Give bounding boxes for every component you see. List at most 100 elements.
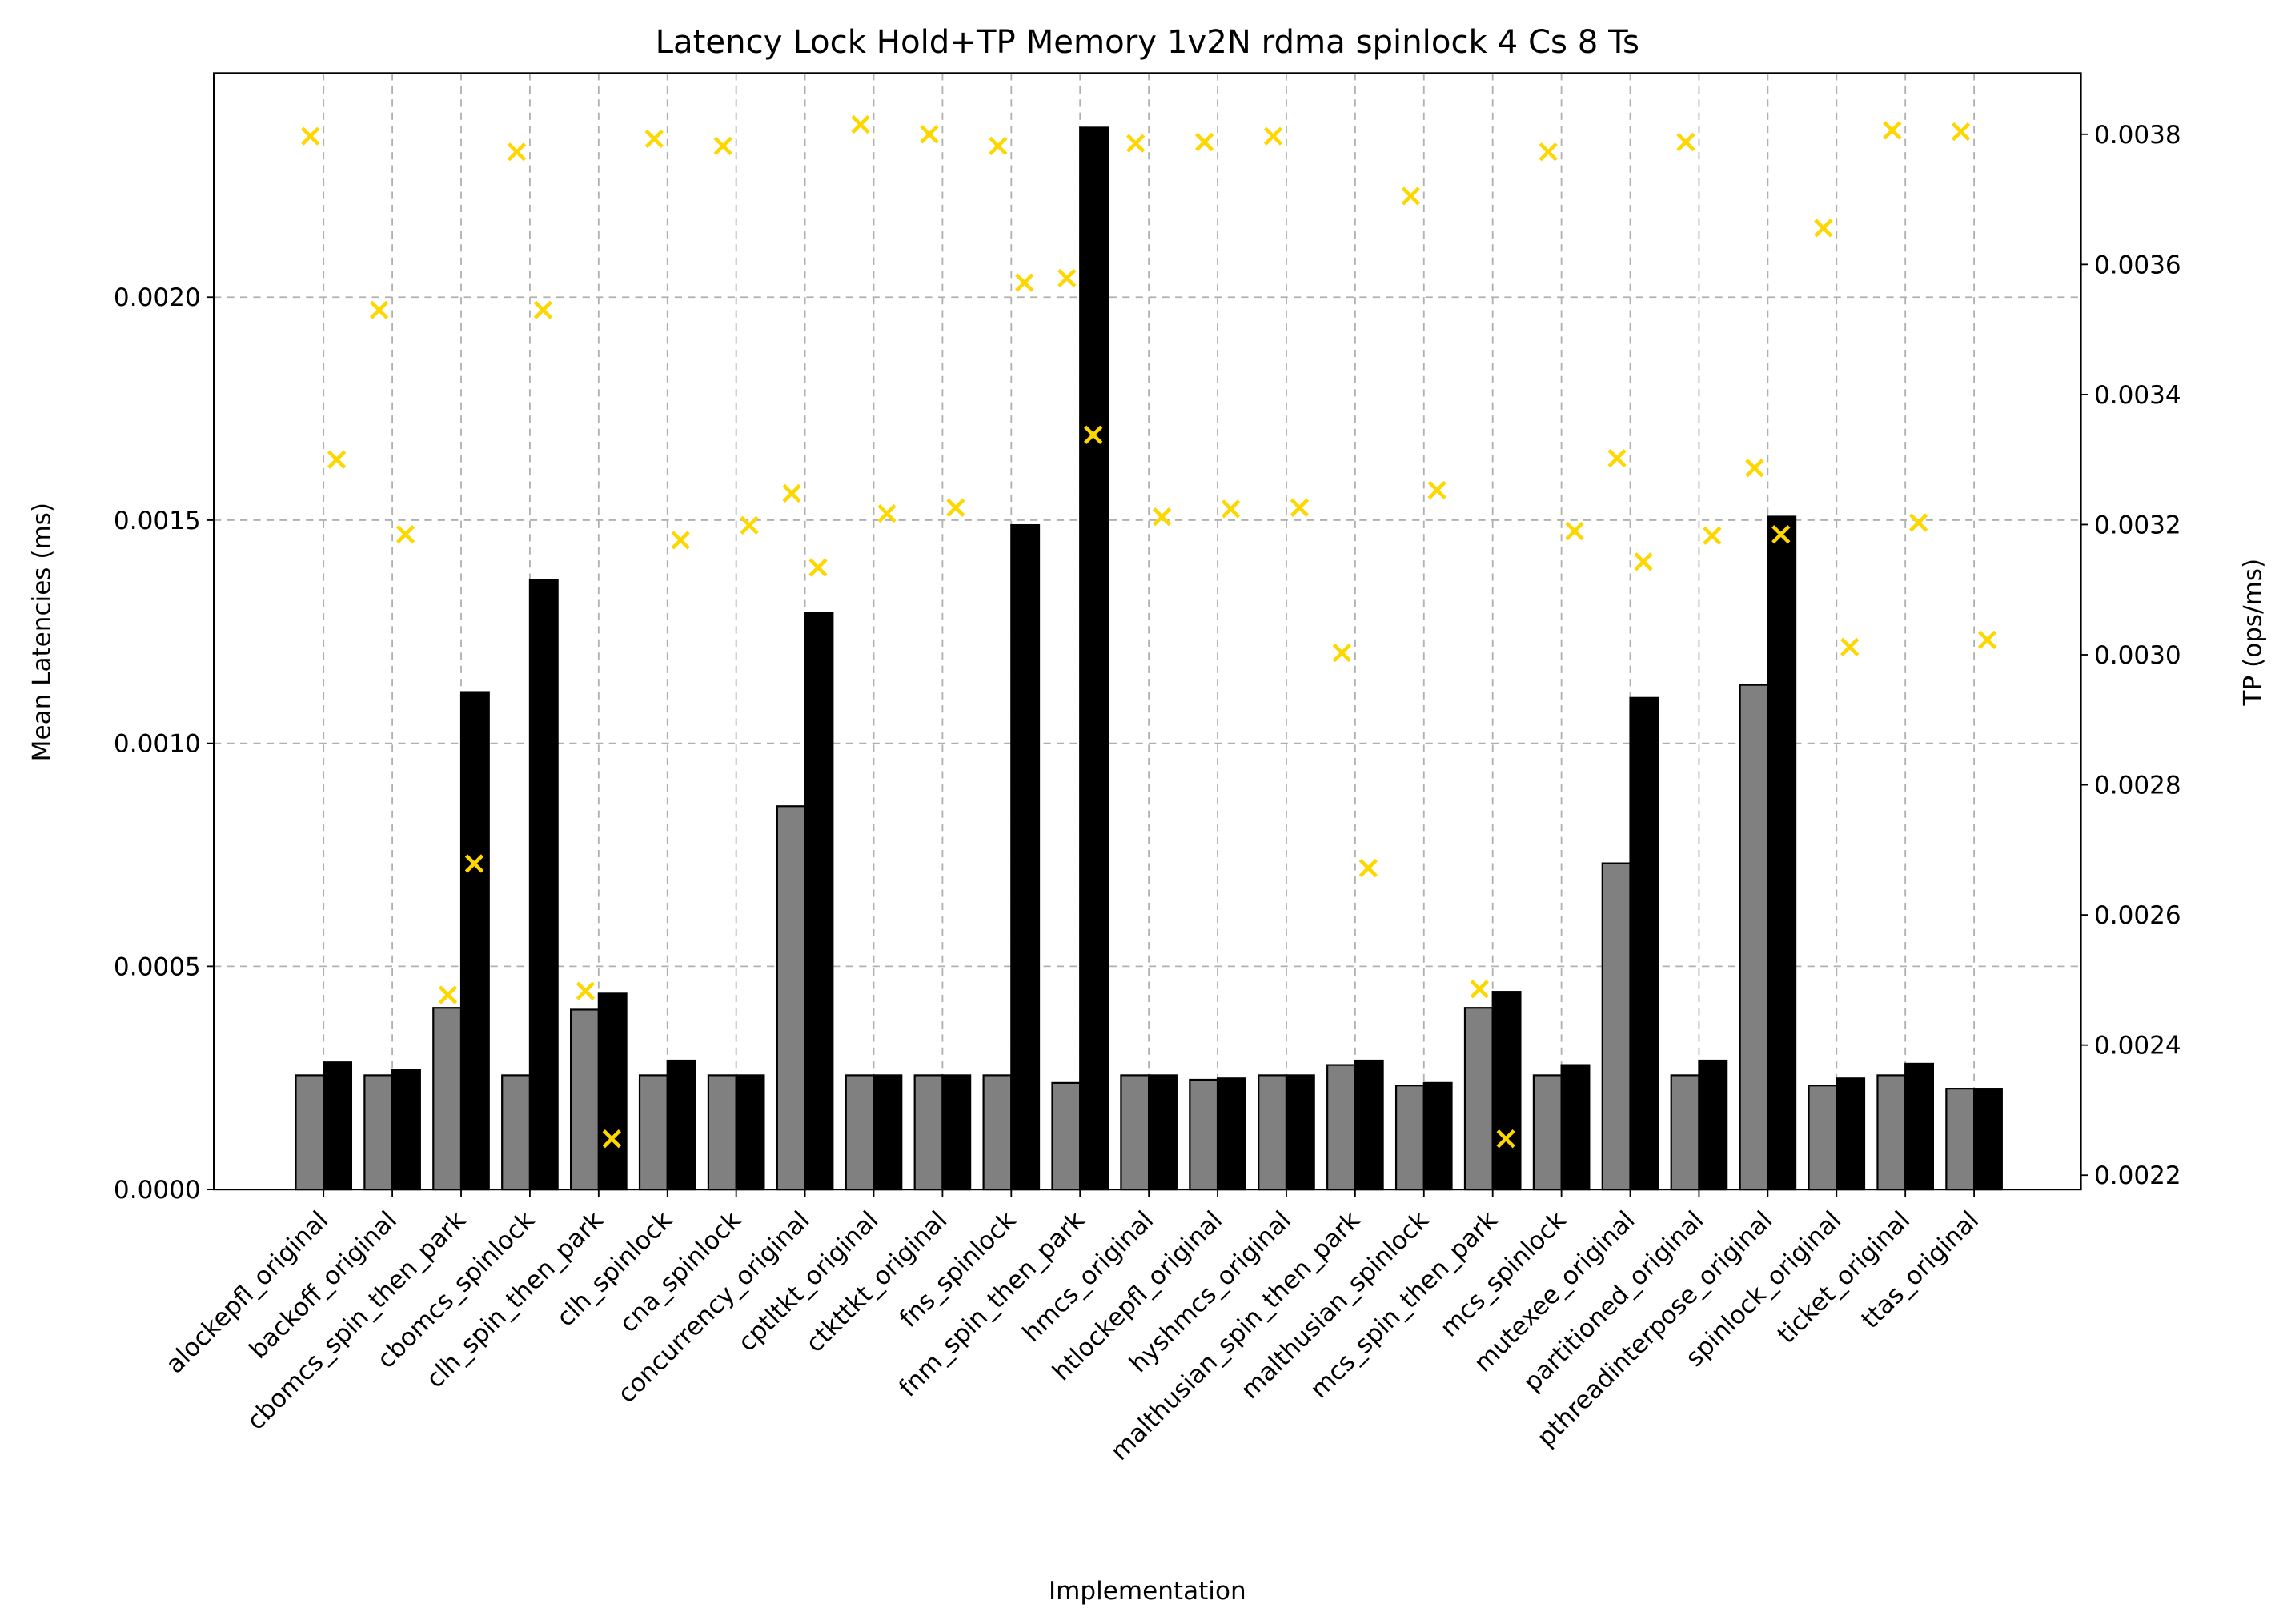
x-axis-label: Implementation — [1049, 1577, 1246, 1606]
bar — [1326, 1064, 1356, 1191]
scatter-point — [877, 503, 897, 523]
y-tick-label: 0.0005 — [114, 952, 201, 981]
scatter-point — [507, 142, 527, 162]
bar — [1739, 684, 1769, 1191]
scatter-point — [644, 129, 664, 149]
bar — [1945, 1088, 1976, 1191]
scatter-point — [1427, 480, 1446, 500]
scatter-point — [1676, 132, 1695, 152]
scatter-point — [1332, 643, 1352, 663]
bar — [1394, 1085, 1425, 1191]
scatter-point — [989, 136, 1008, 156]
bar — [1148, 1074, 1178, 1191]
bar — [1670, 1074, 1700, 1191]
bar — [1532, 1074, 1563, 1191]
bar — [1698, 1059, 1728, 1191]
scatter-point — [1015, 273, 1034, 292]
bar — [941, 1074, 972, 1191]
bar — [459, 691, 490, 1191]
bar — [638, 1074, 668, 1191]
y2-tick-label: 0.0032 — [2094, 511, 2181, 539]
bar — [804, 612, 834, 1191]
bar — [1972, 1088, 2003, 1191]
scatter-point — [395, 524, 415, 544]
bar — [391, 1069, 421, 1191]
y-tick-label: 0.0000 — [114, 1176, 201, 1205]
bar — [1079, 126, 1109, 1191]
scatter-point — [1745, 459, 1764, 478]
scatter-point — [1126, 134, 1146, 153]
scatter-point — [576, 981, 596, 1000]
scatter-point — [1401, 186, 1421, 206]
bar — [1601, 862, 1631, 1191]
scatter-point — [1496, 1129, 1515, 1149]
scatter-point — [438, 985, 458, 1004]
scatter-point — [1470, 980, 1489, 999]
bar — [1767, 515, 1797, 1191]
bar — [295, 1074, 325, 1191]
scatter-point — [1057, 268, 1077, 288]
scatter-point — [1883, 121, 1902, 140]
scatter-point — [1703, 526, 1722, 545]
scatter-point — [1221, 499, 1241, 519]
scatter-point — [1814, 219, 1833, 238]
scatter-point — [1194, 132, 1214, 152]
scatter-point — [1084, 425, 1103, 444]
scatter-point — [1977, 630, 1997, 649]
x-tick-label: cna_spinlock — [614, 1206, 747, 1339]
bar — [323, 1061, 353, 1191]
bar — [1808, 1085, 1838, 1191]
bar — [1285, 1074, 1315, 1191]
y2-tick-label: 0.0038 — [2094, 121, 2181, 150]
scatter-point — [946, 498, 965, 517]
scatter-point — [1263, 126, 1283, 146]
scatter-point — [533, 300, 553, 319]
bar — [845, 1074, 875, 1191]
scatter-point — [1358, 858, 1378, 878]
scatter-point — [464, 854, 484, 873]
bar — [1560, 1064, 1591, 1191]
scatter-point — [301, 126, 320, 146]
bar — [735, 1074, 765, 1191]
scatter-point — [1290, 498, 1310, 517]
scatter-point — [1152, 507, 1172, 527]
plot-frame — [212, 72, 2082, 1191]
scatter-point — [808, 558, 828, 577]
scatter-point — [602, 1129, 621, 1149]
scatter-point — [327, 450, 347, 469]
scatter-point — [1951, 122, 1971, 142]
scatter-point — [1607, 448, 1627, 468]
scatter-point — [1634, 552, 1653, 571]
bar — [1120, 1074, 1150, 1191]
y2-tick-label: 0.0026 — [2094, 901, 2181, 930]
bar — [913, 1074, 944, 1191]
scatter-point — [1565, 521, 1584, 541]
bar — [1491, 991, 1522, 1191]
bar — [1876, 1074, 1907, 1191]
scatter-point — [1539, 142, 1558, 162]
bar — [501, 1074, 532, 1191]
bar — [432, 1007, 463, 1191]
scatter-point — [851, 114, 870, 134]
y-tick-label: 0.0020 — [114, 283, 201, 312]
bar — [570, 1008, 600, 1191]
y-tick-label: 0.0015 — [114, 507, 201, 535]
bar — [1216, 1077, 1246, 1191]
bar — [363, 1074, 394, 1191]
scatter-point — [1908, 513, 1928, 532]
scatter-point — [369, 300, 389, 319]
chart-title: Latency Lock Hold+TP Memory 1v2N rdma sp… — [656, 24, 1639, 61]
scatter-point — [671, 531, 690, 550]
bar — [1629, 696, 1659, 1191]
bar — [528, 578, 559, 1191]
y2-tick-label: 0.0034 — [2094, 381, 2181, 410]
bar — [1354, 1059, 1384, 1191]
x-tick-label: malthusian_spin_then_park — [1105, 1206, 1366, 1466]
bar — [1836, 1077, 1866, 1191]
y-tick-label: 0.0010 — [114, 730, 201, 759]
y2-axis-label: TP (ops/ms) — [2238, 559, 2267, 707]
bar — [1904, 1062, 1935, 1191]
bar — [1051, 1081, 1081, 1191]
